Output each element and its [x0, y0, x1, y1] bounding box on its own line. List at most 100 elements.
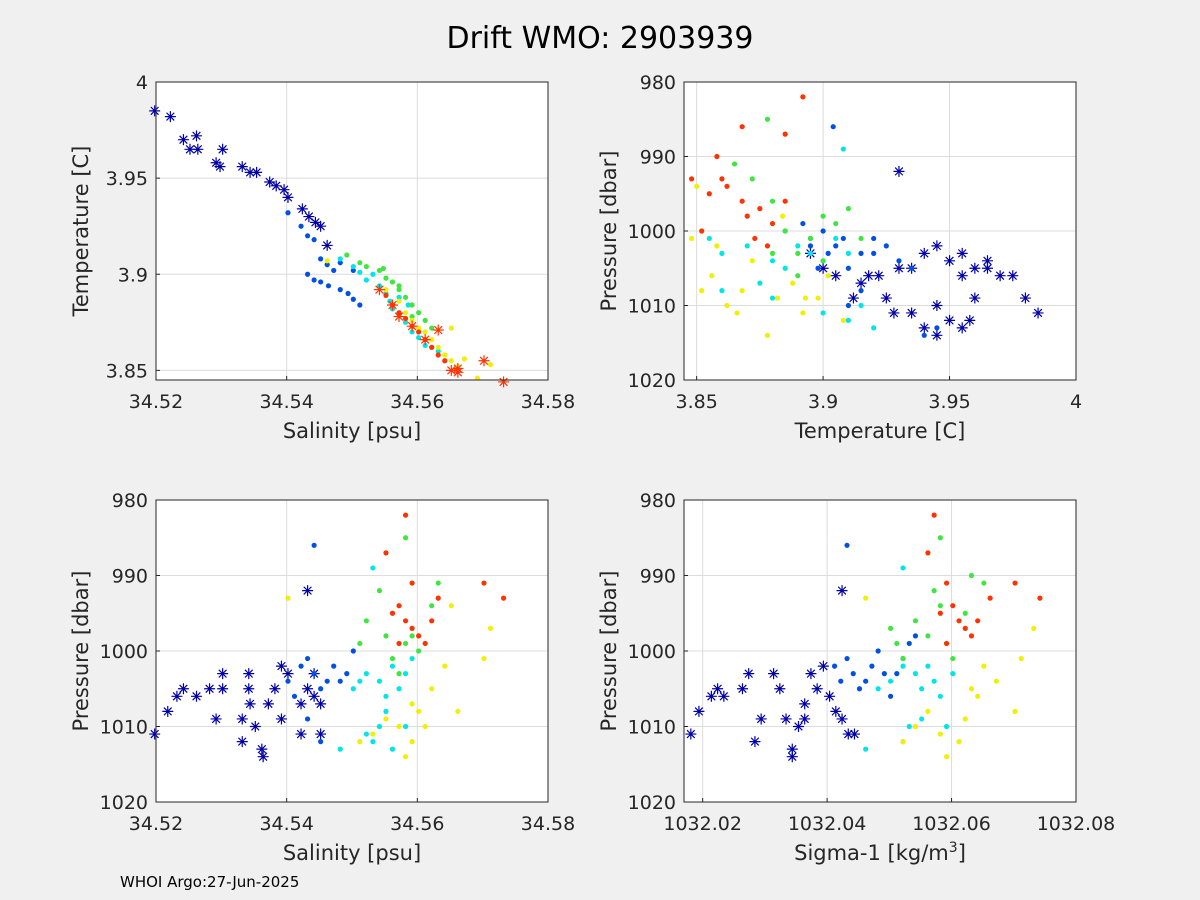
- dot-point: [840, 235, 846, 242]
- y-tick-label: 3.9: [118, 264, 148, 286]
- dot-point: [714, 243, 720, 249]
- dot-point: [871, 235, 877, 242]
- star-point: [836, 713, 848, 725]
- panel-sal-pressure: 34.52 34.54 34.56 34.58 980 990 1000 1010 1020 Sa…: [69, 490, 575, 865]
- dot-point: [331, 267, 337, 274]
- star-point: [811, 683, 823, 695]
- plot-area: [156, 82, 548, 380]
- dot-point: [396, 640, 402, 647]
- dot-point: [833, 243, 839, 249]
- dot-point: [383, 275, 389, 281]
- star-point: [1032, 307, 1044, 319]
- star-point: [295, 698, 307, 710]
- star-point: [817, 660, 829, 672]
- star-point: [270, 180, 282, 192]
- star-point: [321, 239, 333, 251]
- dot-point: [285, 210, 291, 216]
- dot-point: [370, 271, 376, 277]
- dot-point: [429, 337, 435, 343]
- dot-point: [950, 655, 956, 662]
- dot-point: [875, 648, 881, 654]
- star-point: [406, 320, 418, 332]
- dot-point: [937, 603, 943, 609]
- star-point: [302, 585, 314, 597]
- dot-point: [739, 288, 745, 294]
- dot-point: [402, 294, 409, 300]
- data-points: [685, 512, 1043, 763]
- dot-point: [416, 310, 422, 316]
- dot-point: [925, 633, 931, 639]
- star-point: [931, 300, 943, 311]
- dot-point: [840, 317, 846, 323]
- dot-point: [435, 348, 441, 354]
- dot-point: [396, 298, 402, 304]
- dot-point: [987, 595, 993, 601]
- dot-point: [820, 228, 826, 234]
- dot-point: [943, 580, 950, 586]
- dot-point: [968, 572, 975, 579]
- dot-point: [500, 595, 507, 601]
- dot-point: [396, 294, 402, 300]
- dot-point: [845, 250, 851, 256]
- data-points: [149, 512, 507, 763]
- dot-point: [858, 250, 864, 256]
- dot-point: [912, 618, 919, 624]
- star-point: [994, 270, 1006, 282]
- dot-point: [869, 663, 875, 669]
- dot-point: [896, 258, 902, 264]
- star-point: [830, 270, 842, 282]
- dot-point: [709, 273, 715, 279]
- dot-point: [416, 335, 422, 341]
- dot-point: [900, 663, 906, 669]
- star-point: [848, 728, 860, 740]
- dot-point: [937, 693, 943, 699]
- x-axis-label: Temperature [C]: [794, 419, 966, 443]
- dot-point: [956, 618, 962, 624]
- dot-point: [402, 723, 409, 730]
- star-point: [236, 713, 248, 725]
- y-tick-label: 1020: [628, 792, 676, 814]
- y-tick-label: 1020: [100, 792, 148, 814]
- dot-point: [389, 746, 396, 752]
- dot-point: [1012, 580, 1018, 586]
- dot-point: [894, 640, 900, 647]
- dot-point: [769, 250, 776, 256]
- dot-point: [850, 671, 856, 677]
- star-point: [799, 698, 811, 710]
- star-point: [736, 683, 748, 695]
- star-point: [981, 255, 993, 267]
- dot-point: [800, 310, 806, 316]
- star-point: [956, 270, 968, 282]
- star-point: [217, 668, 229, 680]
- dot-point: [409, 302, 415, 308]
- star-point: [452, 362, 464, 374]
- dot-point: [383, 287, 389, 293]
- x-tick-label: 34.54: [259, 391, 313, 413]
- dot-point: [871, 325, 877, 331]
- x-tick-label: 34.52: [129, 391, 183, 413]
- dot-point: [422, 342, 428, 348]
- dot-point: [782, 228, 788, 234]
- star-point: [264, 176, 276, 188]
- dot-point: [416, 708, 422, 715]
- dot-point: [782, 198, 788, 204]
- dot-point: [429, 603, 435, 609]
- dot-point: [925, 663, 931, 669]
- star-point: [893, 262, 905, 274]
- dot-point: [764, 116, 771, 122]
- dot-point: [919, 716, 925, 722]
- dot-point: [825, 250, 831, 256]
- dot-point: [921, 332, 927, 338]
- star-point: [768, 668, 780, 680]
- star-point: [847, 292, 859, 304]
- dot-point: [429, 344, 435, 350]
- dot-point: [912, 671, 919, 677]
- dot-point: [337, 256, 343, 262]
- dot-point: [318, 279, 324, 285]
- star-point: [210, 713, 222, 725]
- star-point: [836, 585, 848, 597]
- dot-point: [383, 633, 389, 639]
- x-tick-label: 3.95: [928, 391, 970, 413]
- dot-point: [752, 235, 758, 242]
